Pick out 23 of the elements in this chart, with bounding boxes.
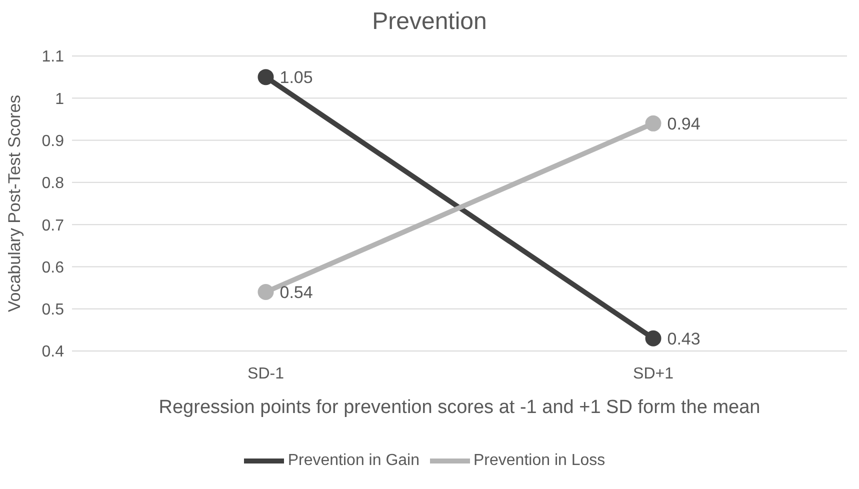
y-tick-label: 0.5: [42, 302, 64, 319]
data-label: 0.94: [667, 114, 700, 134]
y-tick-label: 1.1: [42, 48, 64, 66]
point: [645, 330, 662, 346]
legend-label: Prevention in Loss: [474, 452, 606, 470]
y-tick-label: 0.6: [42, 259, 64, 276]
y-tick-label: 0.9: [42, 132, 64, 150]
y-tick-label: 0.8: [42, 175, 64, 192]
legend-label: Prevention in Gain: [288, 452, 420, 470]
x-tick-label: SD+1: [633, 365, 674, 382]
chart-title: Prevention: [371, 8, 488, 37]
point: [645, 115, 662, 132]
y-tick-label: 0.7: [42, 217, 64, 234]
y-tick-label: 0.4: [42, 344, 64, 361]
y-tick-label: 1: [55, 90, 64, 108]
point: [258, 284, 274, 300]
point: [258, 69, 274, 86]
y-axis-title: Vocabulary Post-Test Scores: [5, 94, 24, 312]
data-label: 1.05: [280, 68, 313, 88]
x-axis-title: Regression points for prevention scores at -1 and +1 SD form the mean: [158, 397, 760, 418]
x-tick-label: SD-1: [248, 365, 284, 382]
data-label: 0.54: [280, 283, 313, 302]
data-label: 0.43: [667, 329, 700, 348]
